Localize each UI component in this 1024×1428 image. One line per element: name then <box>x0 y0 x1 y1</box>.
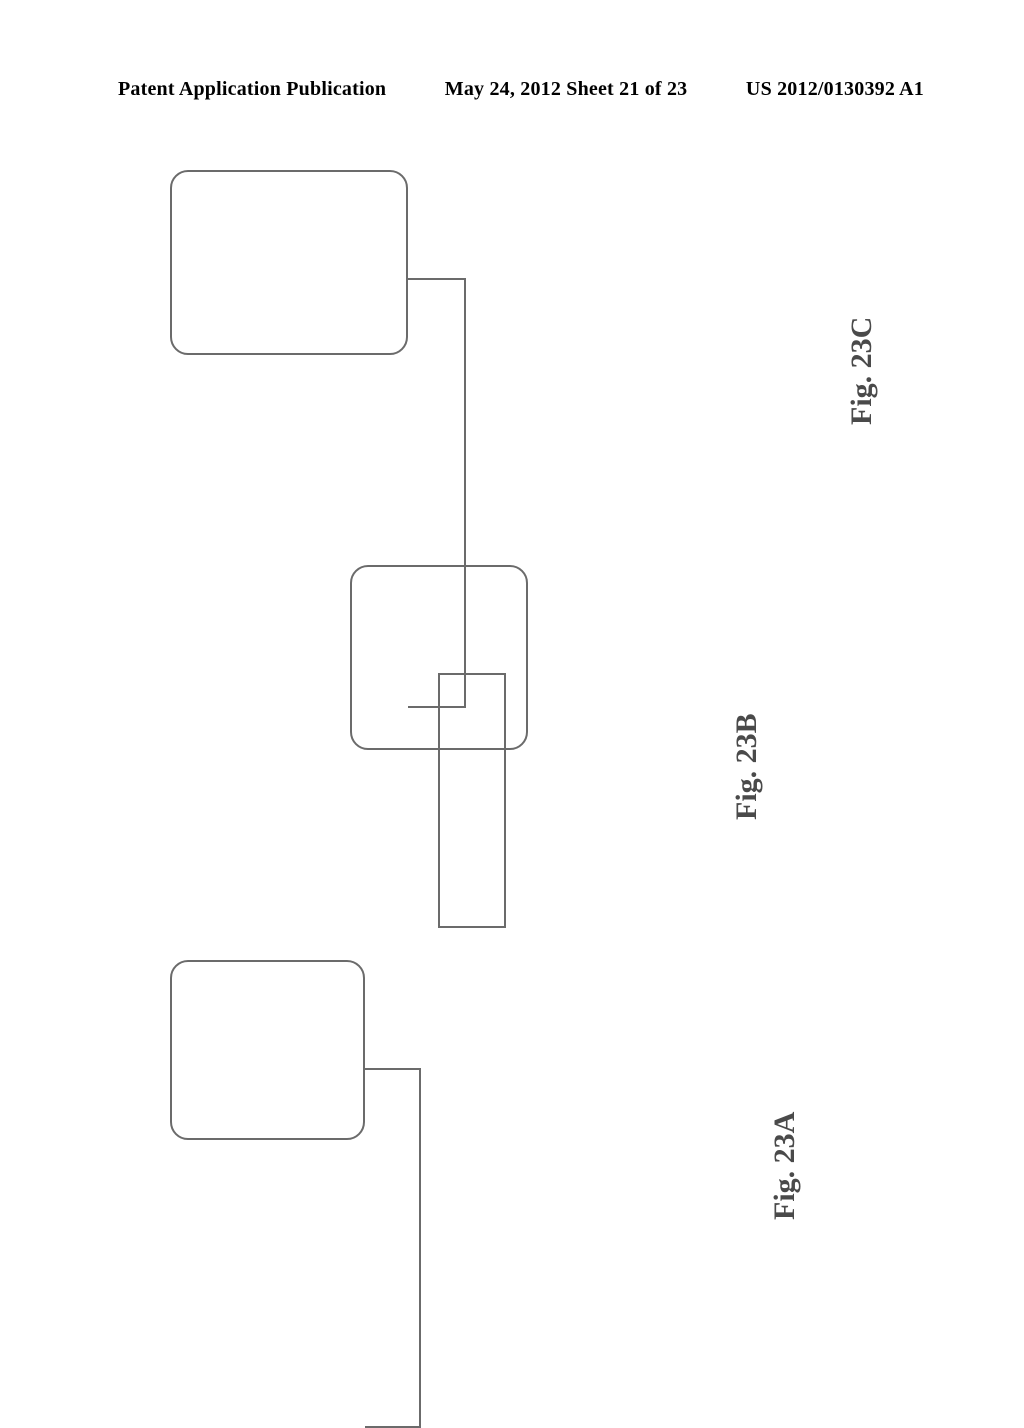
fig-23b-caption: Fig. 23B <box>730 713 764 820</box>
fig-23c-head-shape <box>170 170 408 355</box>
header-right: US 2012/0130392 A1 <box>746 78 924 101</box>
page-header: Patent Application Publication May 24, 2… <box>118 78 924 101</box>
fig-23a-stem-shape <box>365 1068 421 1428</box>
patent-page: Patent Application Publication May 24, 2… <box>0 0 1024 1320</box>
header-left: Patent Application Publication <box>118 78 386 101</box>
figure-23c: Fig. 23C <box>170 170 870 430</box>
figure-23b: Fig. 23B <box>170 565 870 825</box>
header-center: May 24, 2012 Sheet 21 of 23 <box>445 78 688 101</box>
fig-23b-stem-shape <box>438 673 506 928</box>
figure-23a: Fig. 23A <box>170 960 870 1220</box>
fig-23a-head-shape <box>170 960 365 1140</box>
figure-area: Fig. 23C Fig. 23B Fig. 23A <box>170 170 870 1220</box>
fig-23c-caption: Fig. 23C <box>845 317 879 425</box>
fig-23a-caption: Fig. 23A <box>768 1112 802 1220</box>
